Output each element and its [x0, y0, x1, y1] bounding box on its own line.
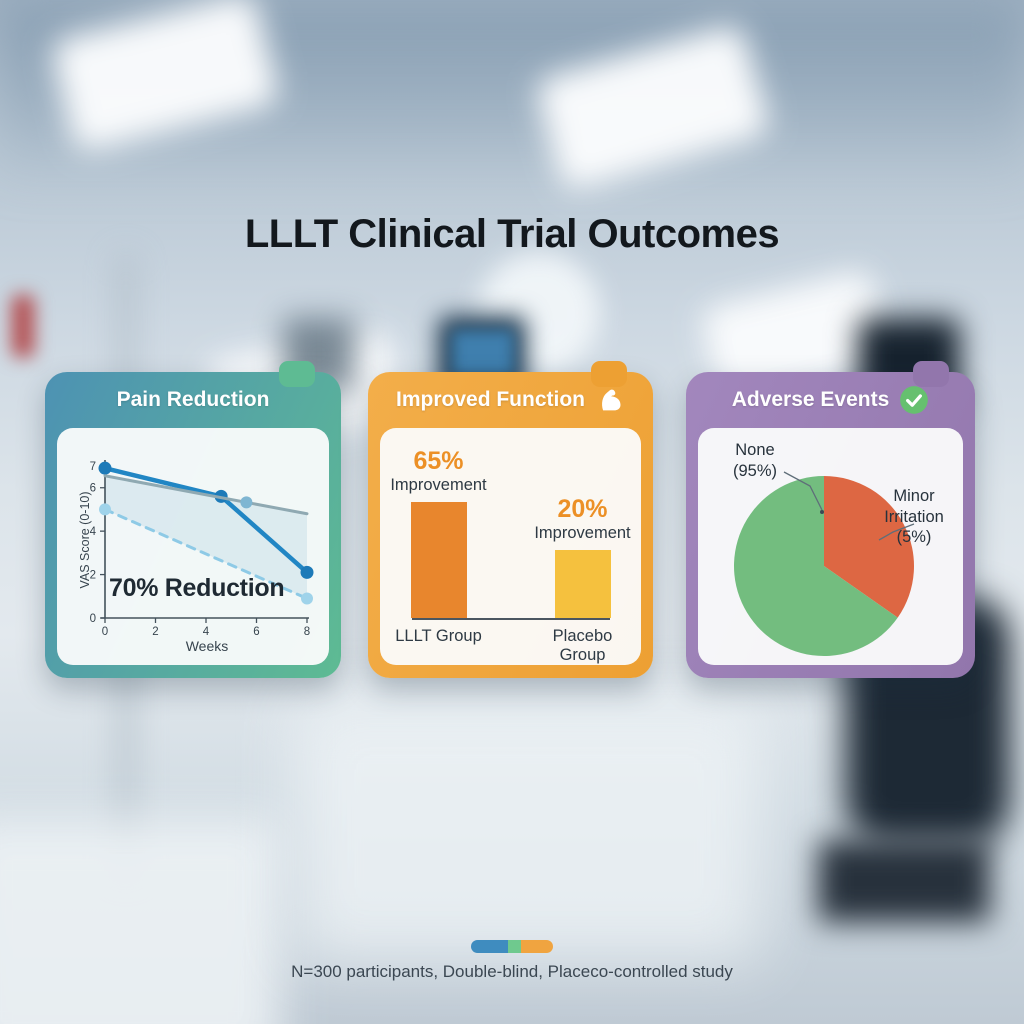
bar-column-placebo: 20% Improvement [531, 495, 635, 618]
leader-line-minor [878, 523, 915, 541]
check-icon [899, 385, 929, 415]
category-label-placebo: Placebo Group [552, 627, 613, 664]
bar-sub-label: Improvement [390, 476, 487, 494]
x-tick-label: 8 [304, 626, 310, 638]
card-title: Improved Function [396, 388, 585, 411]
x-tick-label: 6 [253, 626, 259, 638]
legend-segment-blue [471, 940, 508, 953]
leader-dot [820, 510, 824, 514]
bar-axis-baseline [411, 618, 610, 620]
card-pain-reduction: Pain Reduction 0 2 4 6 8 0 2 4 6 7 VAS Score (0-1… [45, 361, 341, 678]
pie-chart-svg [734, 471, 915, 656]
bar-chart-panel: 65% Improvement 20% Improvement LLLT Gro… [380, 428, 641, 665]
card-header: Pain Reduction [45, 372, 341, 428]
pie-chart-panel: None (95%) Minor Irritation (5%) [698, 428, 963, 665]
bar-sub-label: Improvement [534, 524, 631, 542]
muscle-icon [595, 385, 625, 415]
card-adverse-events: Adverse Events None (95%) Minor Irritati… [686, 361, 975, 678]
bar-value-label: 65% [413, 447, 464, 475]
pie-slices [734, 476, 914, 656]
bar-column-lllt: 65% Improvement [387, 447, 491, 618]
y-tick-label: 0 [90, 613, 96, 625]
legend-segment-orange [521, 940, 553, 953]
series-placebo-trend [103, 474, 309, 516]
card-header: Improved Function [368, 372, 653, 428]
leader-line-none [783, 471, 823, 511]
chair-base [818, 840, 990, 922]
legend-color-pill [471, 940, 553, 953]
data-point [300, 565, 314, 579]
category-label-lllt: LLLT Group [395, 627, 482, 645]
shaded-band [105, 475, 307, 599]
x-tick-label: 0 [102, 626, 108, 638]
y-tick-label: 2 [90, 570, 96, 582]
x-tick-label: 2 [152, 626, 158, 638]
data-point [99, 503, 111, 516]
y-tick-label: 4 [90, 526, 97, 538]
series-projected-decline [103, 507, 309, 600]
card-title: Adverse Events [731, 388, 890, 411]
reduction-annotation: 70% Reduction [109, 574, 285, 602]
red-wall-object [12, 295, 34, 357]
monitor-screen [452, 330, 514, 376]
card-improved-function: Improved Function 65% Improvement 20% [368, 361, 653, 678]
line-chart-svg: 0 2 4 6 8 0 2 4 6 7 [90, 460, 314, 638]
pie-slice-minor-irritation [824, 476, 914, 618]
y-tick-label: 7 [90, 461, 96, 473]
x-tick-label: 4 [203, 626, 210, 638]
x-axis-label: Weeks [185, 638, 229, 654]
data-point [240, 496, 253, 509]
card-notch [913, 361, 949, 387]
bar-placebo [554, 550, 611, 618]
y-axis-label: VAS Score (0-10) [78, 491, 92, 589]
page-title: LLLT Clinical Trial Outcomes [244, 212, 780, 256]
data-point [301, 592, 313, 605]
bar-chart: 65% Improvement 20% Improvement LLLT Gro… [380, 428, 641, 665]
card-title: Pain Reduction [116, 388, 270, 411]
bars-row: 65% Improvement 20% Improvement [387, 440, 635, 618]
pie-slice-none [734, 476, 898, 656]
line-chart-panel: 0 2 4 6 8 0 2 4 6 7 VAS Score (0-10) Weeks 70% Re… [57, 428, 329, 665]
bar-lllt [410, 502, 467, 618]
desk-blur [0, 818, 280, 1024]
bar-value-label: 20% [557, 495, 608, 523]
card-notch [279, 361, 315, 387]
card-notch [591, 361, 627, 387]
floor-glow [298, 698, 760, 960]
legend-segment-green [507, 940, 521, 953]
category-labels: LLLT Group Placebo Group [387, 627, 635, 665]
study-footnote: N=300 participants, Double-blind, Placec… [291, 962, 733, 981]
pie-label-minor-irritation: Minor Irritation (5%) [884, 487, 944, 547]
card-header: Adverse Events [686, 372, 975, 428]
y-tick-label: 6 [90, 483, 96, 495]
pie-label-none: None (95%) [732, 441, 777, 480]
data-point [98, 461, 112, 475]
